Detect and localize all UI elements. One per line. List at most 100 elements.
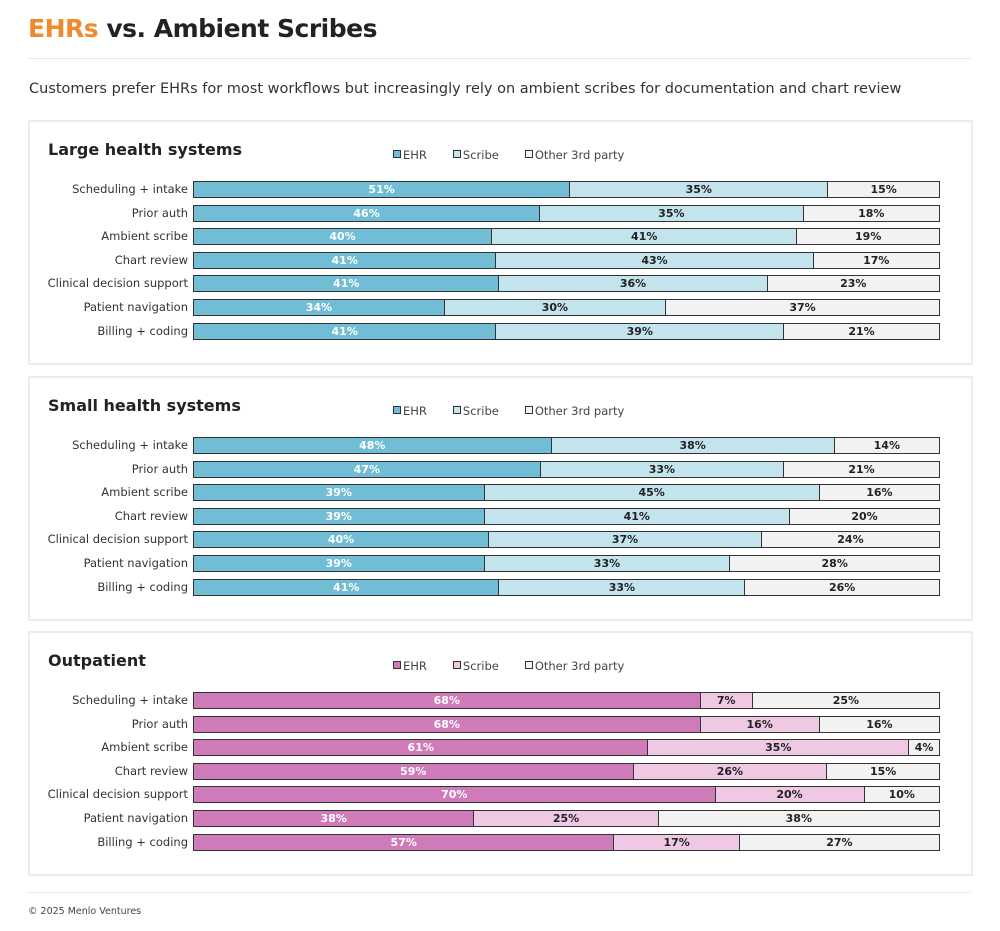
bar-segment-scribe: 33% xyxy=(484,556,731,571)
bar-segment-scribe: 37% xyxy=(489,532,762,548)
bar-row: Patient navigation 39% 33% 28% xyxy=(30,555,971,572)
bar-segment-other-3rd-party: 20% xyxy=(789,508,939,524)
stacked-bar: 40% 41% 19% xyxy=(193,228,940,246)
bar-row: Clinical decision support 41% 36% 23% xyxy=(30,275,971,293)
bar-row: Ambient scribe 39% 45% 16% xyxy=(30,484,971,502)
stacked-bar: 39% 33% 28% xyxy=(193,555,940,572)
bar-segment-scribe: 43% xyxy=(496,252,814,268)
bar-segment-other-3rd-party: 14% xyxy=(834,438,939,453)
category-label: Scheduling + intake xyxy=(72,182,188,196)
category-label: Chart review xyxy=(114,252,188,267)
bar-row: Billing + coding 41% 39% 21% xyxy=(30,322,971,340)
bar-segment-scribe: 45% xyxy=(484,485,820,501)
bar-segment-scribe: 33% xyxy=(540,461,785,477)
bar-row: Ambient scribe 61% 35% 4% xyxy=(30,739,971,757)
bar-segment-ehr: 47% xyxy=(194,461,541,477)
bar-segment-other-3rd-party: 28% xyxy=(730,556,939,571)
legend-swatch xyxy=(393,406,401,414)
chart-panel: Small health systems EHR Scribe Other 3rd p… xyxy=(28,376,973,621)
title-highlight: EHRs xyxy=(28,14,99,43)
bar-row: Patient navigation 34% 30% 37% xyxy=(30,299,971,316)
bar-segment-ehr: 41% xyxy=(194,252,497,268)
bar-row: Chart review 59% 26% 15% xyxy=(30,762,971,780)
subtitle: Customers prefer EHRs for most workflows… xyxy=(29,81,902,97)
bar-row: Scheduling + intake 68% 7% 25% xyxy=(30,692,971,709)
legend-swatch xyxy=(393,150,401,158)
stacked-bar: 39% 41% 20% xyxy=(193,507,940,525)
chart-panel: Outpatient EHR Scribe Other 3rd party Schedu… xyxy=(28,631,973,876)
legend-swatch xyxy=(524,150,533,158)
bar-segment-ehr: 68% xyxy=(194,716,701,732)
legend-item: EHR xyxy=(393,659,427,673)
bar-segment-scribe: 7% xyxy=(700,693,753,708)
category-label: Clinical decision support xyxy=(47,787,188,802)
category-label: Scheduling + intake xyxy=(72,693,188,707)
bar-segment-other-3rd-party: 16% xyxy=(819,716,939,732)
bar-segment-other-3rd-party: 17% xyxy=(813,252,939,268)
category-label: Ambient scribe xyxy=(101,740,188,755)
bar-segment-scribe: 17% xyxy=(614,834,740,850)
stacked-bar: 48% 38% 14% xyxy=(193,437,940,454)
bar-segment-ehr: 41% xyxy=(194,323,497,339)
legend-item: Other 3rd party xyxy=(524,148,624,162)
bar-segment-other-3rd-party: 26% xyxy=(745,579,939,595)
bar-segment-ehr: 38% xyxy=(194,811,475,826)
legend: EHR Scribe Other 3rd party xyxy=(393,659,624,673)
category-label: Ambient scribe xyxy=(101,485,188,500)
bar-row: Billing + coding 57% 17% 27% xyxy=(30,833,971,851)
category-label: Clinical decision support xyxy=(47,276,188,291)
legend-item: Scribe xyxy=(452,148,499,162)
stacked-bar: 57% 17% 27% xyxy=(193,833,940,851)
bar-segment-other-3rd-party: 4% xyxy=(909,740,939,756)
stacked-bar: 59% 26% 15% xyxy=(193,762,940,780)
legend: EHR Scribe Other 3rd party xyxy=(393,404,624,418)
bar-segment-ehr: 40% xyxy=(194,532,490,548)
legend-swatch xyxy=(452,150,461,158)
category-label: Clinical decision support xyxy=(47,532,188,547)
bar-segment-scribe: 35% xyxy=(570,182,829,197)
title-rest: vs. Ambient Scribes xyxy=(98,14,377,43)
bar-row: Chart review 41% 43% 17% xyxy=(30,251,971,269)
bar-row: Clinical decision support 70% 20% 10% xyxy=(30,786,971,804)
bar-segment-other-3rd-party: 21% xyxy=(784,461,939,477)
bar-row: Chart review 39% 41% 20% xyxy=(30,507,971,525)
legend-item: Scribe xyxy=(452,404,499,418)
bar-segment-scribe: 35% xyxy=(648,740,910,756)
bar-segment-scribe: 33% xyxy=(499,579,746,595)
legend: EHR Scribe Other 3rd party xyxy=(393,148,624,162)
bar-segment-ehr: 39% xyxy=(194,556,485,571)
legend-item: Scribe xyxy=(452,659,499,673)
bar-segment-scribe: 41% xyxy=(492,229,798,245)
bar-segment-ehr: 70% xyxy=(194,787,716,803)
divider xyxy=(28,58,971,59)
legend-swatch xyxy=(452,406,461,414)
stacked-bar: 39% 45% 16% xyxy=(193,484,940,502)
bar-segment-other-3rd-party: 24% xyxy=(761,532,939,548)
stacked-bar: 38% 25% 38% xyxy=(193,810,940,827)
stacked-bar: 70% 20% 10% xyxy=(193,786,940,804)
bar-segment-ehr: 41% xyxy=(194,276,500,292)
stacked-bar: 51% 35% 15% xyxy=(193,181,940,198)
bar-segment-other-3rd-party: 18% xyxy=(803,205,939,221)
stacked-bar: 68% 16% 16% xyxy=(193,715,940,733)
legend-swatch xyxy=(524,406,533,414)
bar-segment-scribe: 25% xyxy=(474,811,659,826)
stacked-bar: 41% 39% 21% xyxy=(193,322,940,340)
stacked-bar: 41% 43% 17% xyxy=(193,251,940,269)
bar-row: Prior auth 47% 33% 21% xyxy=(30,460,971,478)
stacked-bar: 40% 37% 24% xyxy=(193,531,940,549)
category-label: Prior auth xyxy=(131,205,188,220)
chart-panel: Large health systems EHR Scribe Other 3rd p… xyxy=(28,120,973,365)
bar-segment-other-3rd-party: 10% xyxy=(864,787,939,803)
bar-segment-ehr: 61% xyxy=(194,740,649,756)
bar-segment-scribe: 16% xyxy=(700,716,820,732)
bar-segment-scribe: 39% xyxy=(496,323,785,339)
category-label: Billing + coding xyxy=(97,323,188,338)
stacked-bar: 46% 35% 18% xyxy=(193,204,940,222)
legend-item: Other 3rd party xyxy=(524,404,624,418)
bar-row: Prior auth 68% 16% 16% xyxy=(30,715,971,733)
legend-item: Other 3rd party xyxy=(524,659,624,673)
bar-segment-ehr: 59% xyxy=(194,763,634,779)
bar-segment-ehr: 48% xyxy=(194,438,552,453)
